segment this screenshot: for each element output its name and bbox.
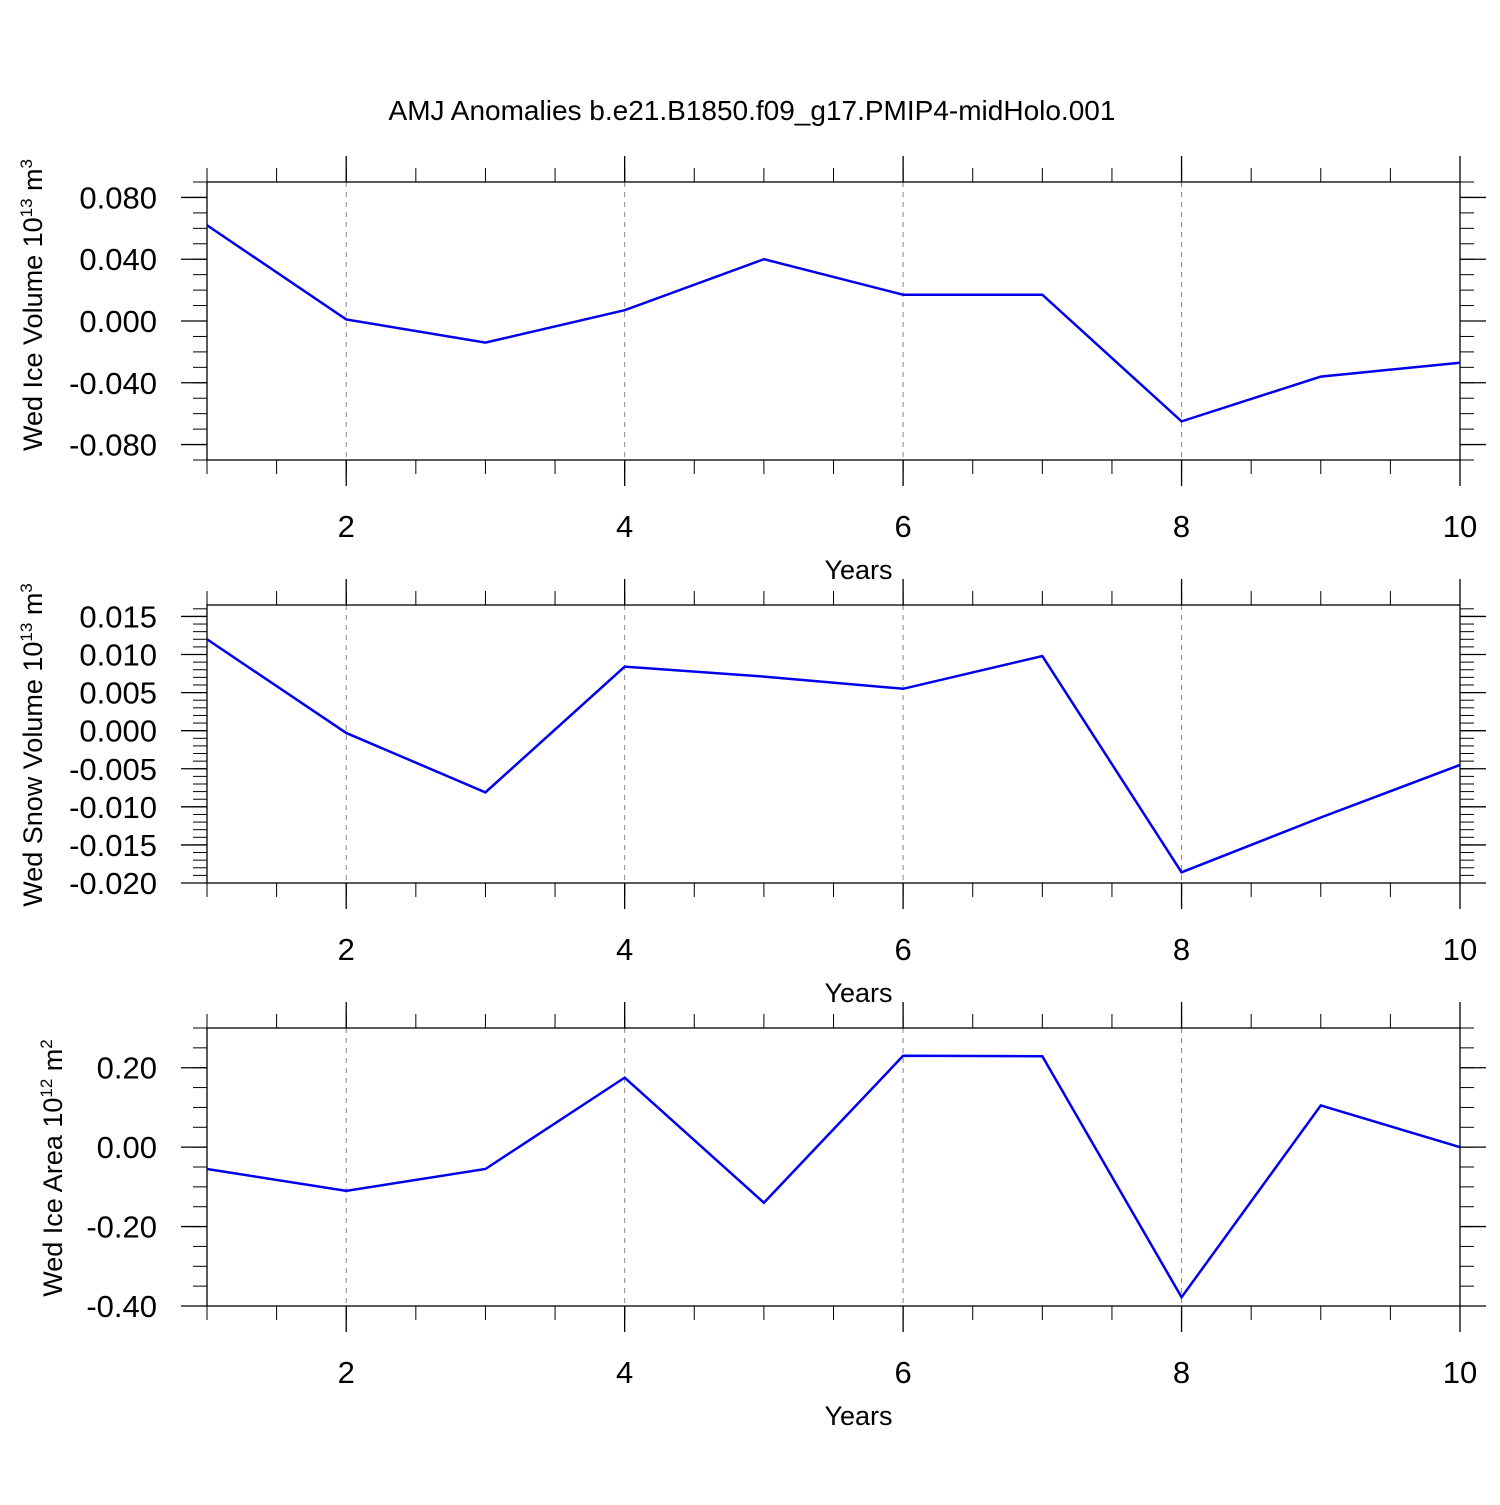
y-tick-label: 0.000	[79, 304, 157, 339]
x-tick-label: 4	[616, 932, 633, 967]
series-line	[206, 224, 1461, 423]
y-axis-unit-power: 3	[17, 583, 36, 592]
y-tick-label: -0.40	[86, 1289, 157, 1324]
chart-title: AMJ Anomalies b.e21.B1850.f09_g17.PMIP4-…	[389, 95, 1116, 126]
y-axis-unit-symbol: m	[18, 593, 48, 623]
y-tick-label: -0.040	[69, 366, 157, 401]
y-axis-title: Wed Ice Area 1012 m2	[37, 1039, 68, 1297]
x-tick-label: 2	[338, 1355, 355, 1390]
chart-panel-1: 2 4 6 8 10 -0.080 -0.040 0.000 0.040 0.080 Years We…	[17, 156, 1486, 585]
x-tick-label: 4	[616, 1355, 633, 1390]
series-line	[206, 638, 1461, 874]
plot-frame	[206, 1027, 1461, 1307]
y-axis-title: Wed Ice Volume 1013 m3	[17, 159, 48, 451]
y-axis-title-text: Wed Ice Volume 10	[18, 217, 48, 451]
x-tick-label: 6	[894, 932, 911, 967]
y-tick-label: -0.005	[69, 752, 157, 787]
y-tick-label: 0.040	[79, 242, 157, 277]
x-tick-label: 10	[1443, 1355, 1477, 1390]
chart-panel-2: 2 4 6 8 10 -0.020-0.015-0.010-0.0050.0000.005…	[17, 579, 1486, 1008]
y-tick-label: 0.000	[79, 714, 157, 749]
y-axis-title: Wed Snow Volume 1013 m3	[17, 583, 48, 907]
y-tick-label: 0.00	[97, 1130, 157, 1165]
plot-frame	[206, 181, 1461, 461]
y-tick-label: -0.015	[69, 828, 157, 863]
y-axis-title-text: Wed Ice Area 10	[38, 1098, 68, 1297]
y-axis-unit-exponent: 13	[17, 623, 36, 642]
plot-frame	[206, 604, 1461, 884]
y-tick-label: -0.020	[69, 866, 157, 901]
y-tick-label: -0.010	[69, 790, 157, 825]
y-axis-unit-power: 3	[17, 159, 36, 168]
chart-panel-3: 2 4 6 8 10 -0.40 -0.20 0.00 0.20 Years Wed Ice Are…	[37, 1002, 1486, 1431]
x-tick-label: 4	[616, 509, 633, 544]
x-axis-title: Years	[824, 555, 892, 585]
x-axis-title: Years	[824, 978, 892, 1008]
y-tick-label: 0.080	[79, 180, 157, 215]
y-axis-unit-exponent: 13	[17, 198, 36, 217]
x-tick-label: 8	[1173, 1355, 1190, 1390]
x-tick-label: 8	[1173, 509, 1190, 544]
y-tick-label: 0.010	[79, 638, 157, 673]
series-line	[206, 1054, 1461, 1300]
x-tick-label: 10	[1443, 509, 1477, 544]
x-tick-label: 2	[338, 932, 355, 967]
x-tick-label: 2	[338, 509, 355, 544]
y-tick-label: 0.20	[97, 1051, 157, 1086]
y-axis-unit-power: 2	[37, 1039, 56, 1048]
y-tick-label: -0.080	[69, 428, 157, 463]
y-axis-unit-exponent: 12	[37, 1079, 56, 1098]
y-tick-label: -0.20	[86, 1210, 157, 1245]
y-axis-title-text: Wed Snow Volume 10	[18, 642, 48, 907]
y-tick-label: 0.015	[79, 599, 157, 634]
y-tick-label: 0.005	[79, 676, 157, 711]
x-axis-title: Years	[824, 1401, 892, 1431]
x-tick-label: 10	[1443, 932, 1477, 967]
x-tick-label: 8	[1173, 932, 1190, 967]
y-axis-unit-symbol: m	[38, 1049, 68, 1079]
x-tick-label: 6	[894, 1355, 911, 1390]
x-tick-label: 6	[894, 509, 911, 544]
y-axis-unit-symbol: m	[18, 168, 48, 198]
